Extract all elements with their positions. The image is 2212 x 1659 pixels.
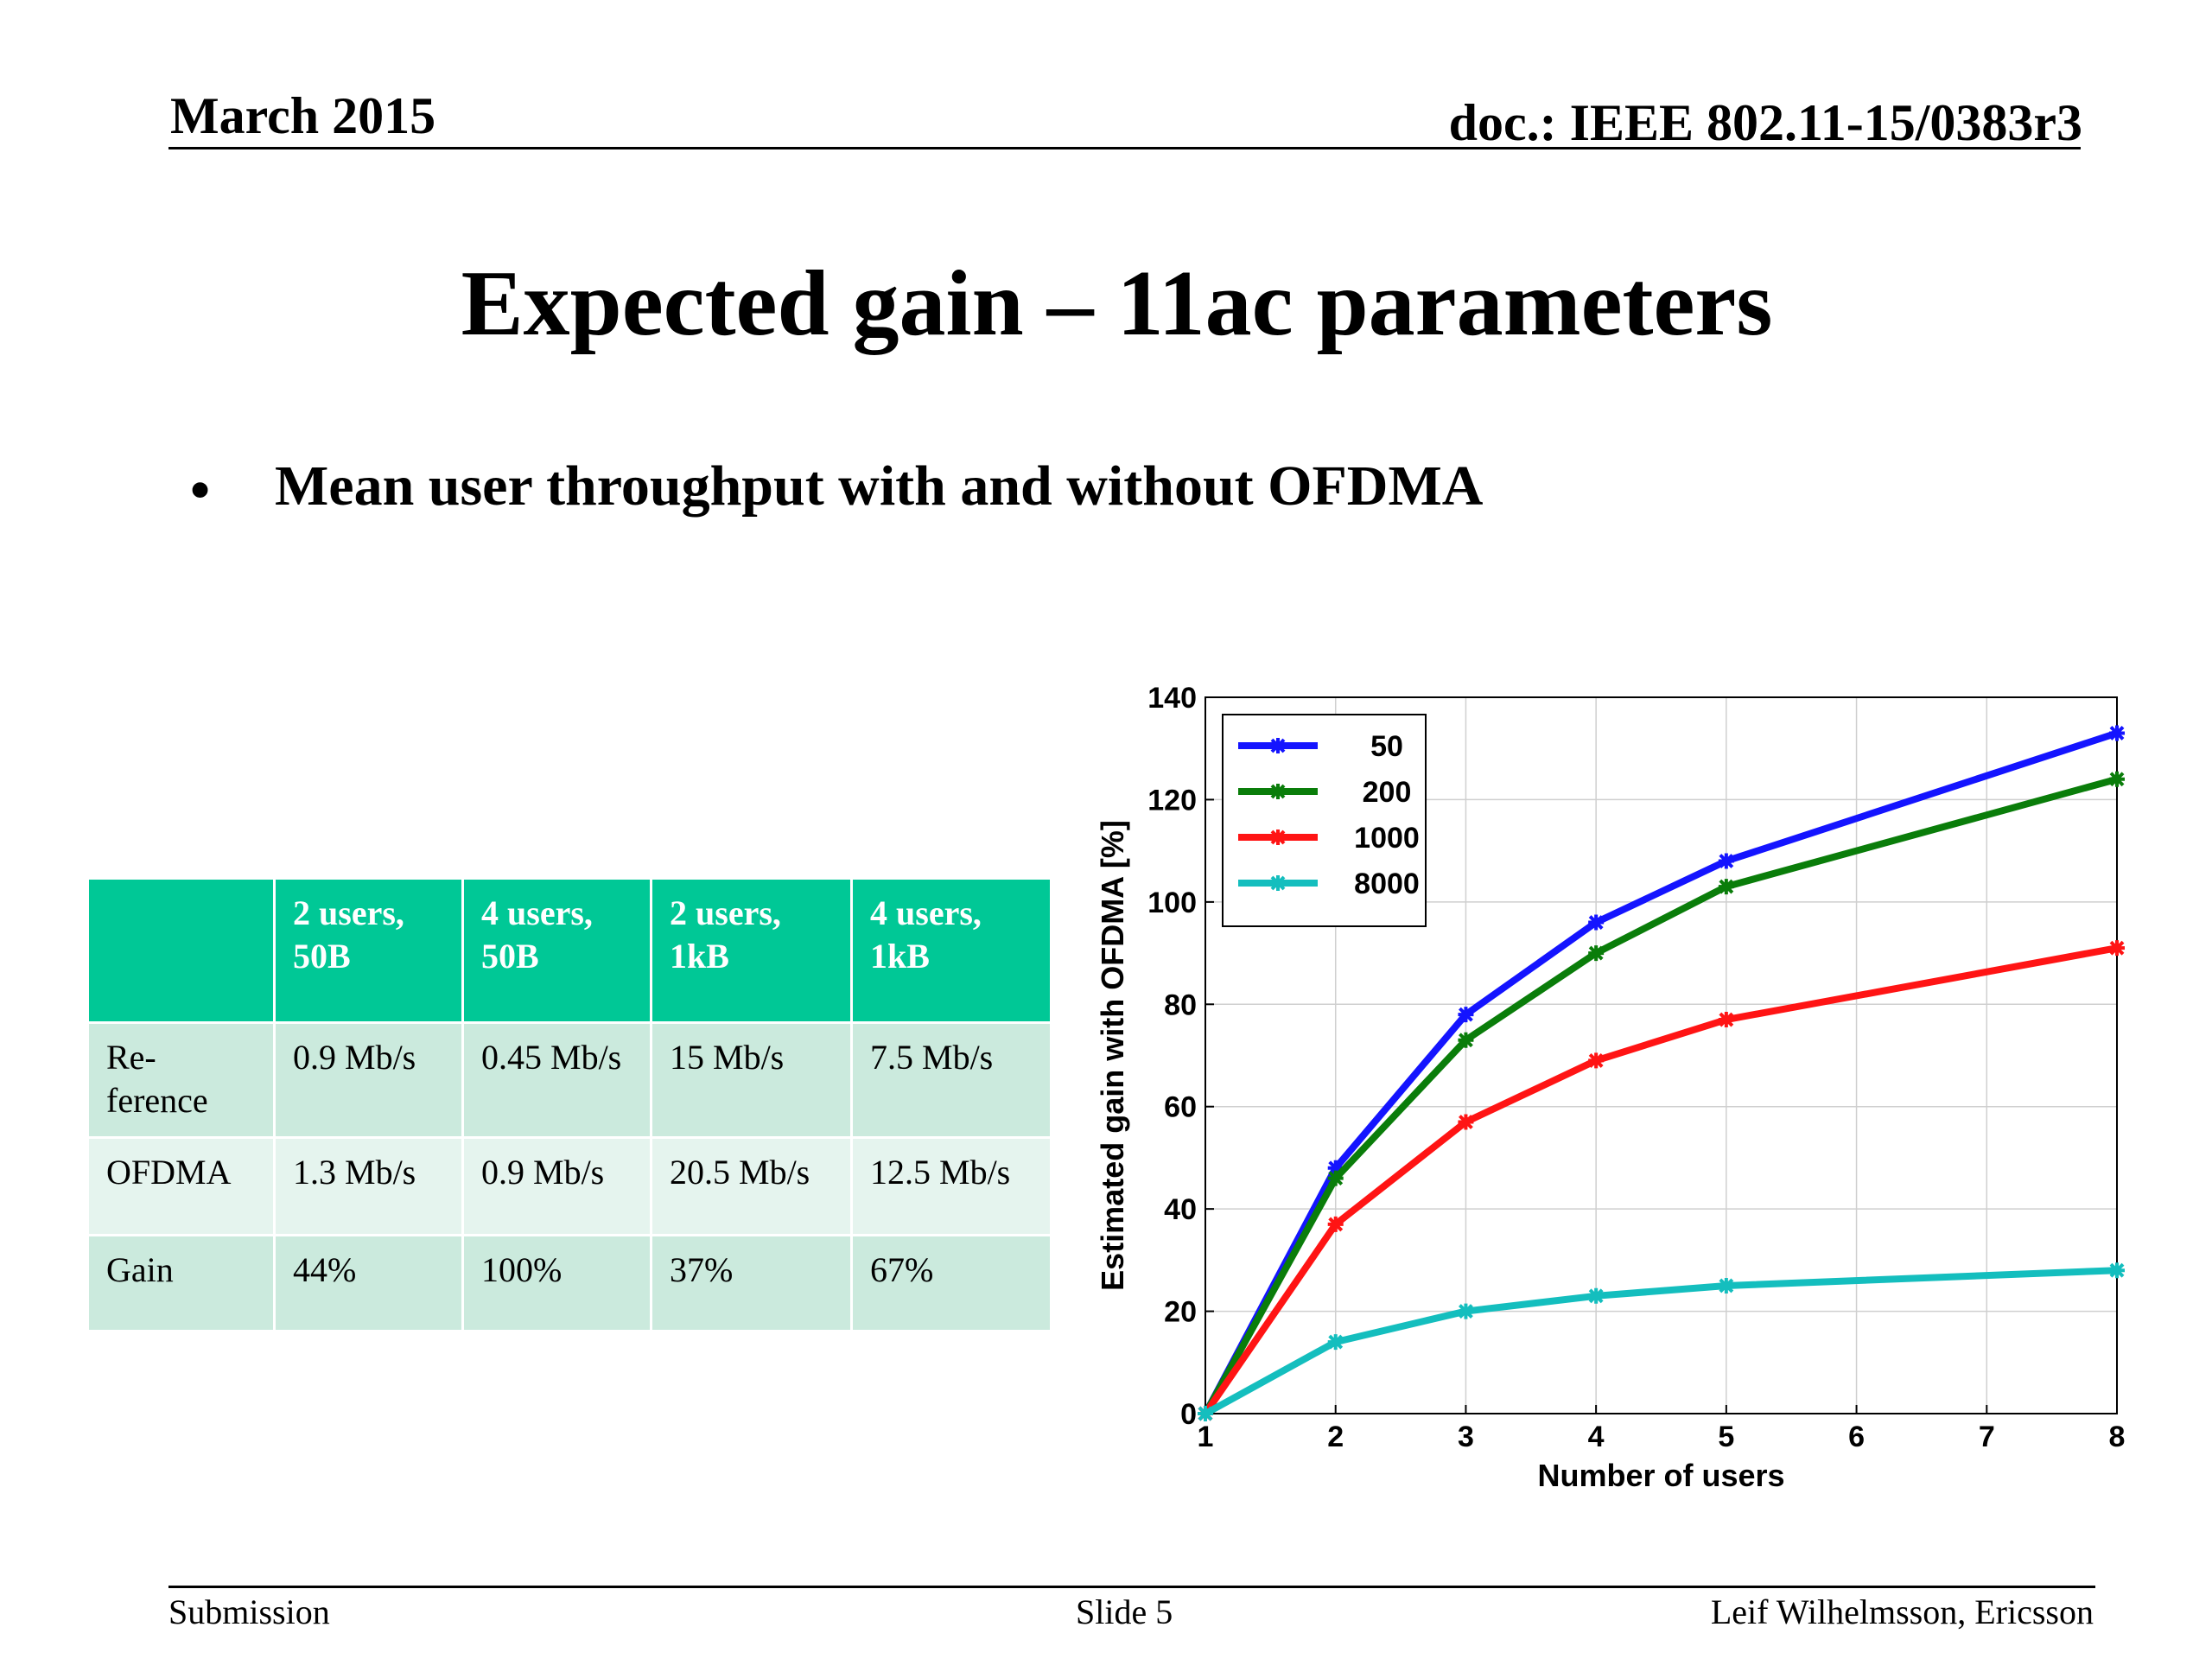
data-point [2109, 940, 2125, 957]
footer-submission: Submission [168, 1592, 330, 1631]
table-cell: 7.5 Mb/s [850, 1021, 1052, 1139]
legend-entry: 50 [1238, 730, 1403, 763]
series-50 [1198, 725, 2125, 1421]
table-header-row: 2 users, 50B 4 users, 50B 2 users, 1kB 4… [86, 877, 1052, 1024]
table-cell: 44% [273, 1234, 464, 1332]
x-tick-label: 6 [1848, 1421, 1865, 1453]
y-tick-label: 140 [1147, 682, 1197, 715]
legend-marker [1270, 875, 1286, 891]
data-point [1458, 1114, 1474, 1130]
footer-author: Leif Wilhelmsson, Ericsson [1710, 1592, 2094, 1631]
x-axis-label: Number of users [1537, 1458, 1784, 1493]
legend-label: 50 [1370, 730, 1403, 763]
data-point [1718, 1012, 1734, 1028]
header-rule [168, 147, 2081, 149]
table-header-cell: 2 users, 1kB [650, 877, 853, 1024]
table-row-label: Gain [86, 1234, 276, 1332]
data-point [2109, 1262, 2125, 1279]
data-point [1458, 1303, 1474, 1319]
y-axis-label: Estimated gain with OFDMA [%] [1095, 820, 1130, 1291]
table-cell: 67% [850, 1234, 1052, 1332]
data-point [1458, 1007, 1474, 1023]
bullet-text: Mean user throughput with and without OF… [275, 454, 1484, 518]
series-line [1202, 775, 2119, 1415]
legend-label: 1000 [1354, 822, 1420, 855]
y-tick-label: 40 [1164, 1193, 1197, 1226]
data-point [1327, 1170, 1344, 1186]
plot-frame [1205, 696, 2118, 1414]
table-cell: 100% [461, 1234, 652, 1332]
data-point [1327, 1160, 1344, 1176]
table-row-label: Re-ference [86, 1021, 276, 1139]
series-line [1202, 944, 2118, 1416]
series-8000 [1198, 1262, 2125, 1421]
legend-box [1222, 714, 1427, 927]
data-point [1718, 1277, 1734, 1294]
table-cell: 12.5 Mb/s [850, 1136, 1052, 1236]
data-point [1588, 1052, 1605, 1069]
y-tick-label: 20 [1164, 1296, 1197, 1329]
table-header-cell: 4 users, 1kB [850, 877, 1052, 1024]
legend-entry: 1000 [1238, 822, 1420, 855]
legend-marker [1270, 784, 1286, 799]
x-tick-label: 5 [1718, 1421, 1734, 1453]
header-date: March 2015 [170, 87, 436, 144]
footer-rule [168, 1586, 2095, 1588]
legend-label: 8000 [1354, 868, 1420, 900]
table-cell: 0.45 Mb/s [461, 1021, 652, 1139]
legend-label: 200 [1363, 776, 1412, 809]
x-tick-label: 8 [2109, 1421, 2126, 1453]
x-tick-label: 3 [1458, 1421, 1474, 1453]
data-point [1588, 1287, 1605, 1304]
x-tick-label: 7 [1979, 1421, 1995, 1453]
table-cell: 0.9 Mb/s [273, 1021, 464, 1139]
x-tick-label: 1 [1198, 1421, 1214, 1453]
table-header-cell: 4 users, 50B [461, 877, 652, 1024]
slide-title: Expected gain – 11ac parameters [461, 252, 1773, 355]
header-doc-id: doc.: IEEE 802.11-15/0383r3 [1448, 94, 2082, 151]
y-tick-label: 60 [1164, 1091, 1197, 1124]
legend-marker [1270, 738, 1286, 753]
table-cell: 20.5 Mb/s [650, 1136, 853, 1236]
legend-marker [1270, 830, 1286, 845]
table-row: OFDMA 1.3 Mb/s 0.9 Mb/s 20.5 Mb/s 12.5 M… [86, 1136, 1052, 1236]
x-tick-label: 4 [1588, 1421, 1605, 1453]
data-point [1198, 1406, 1213, 1421]
table-cell: 37% [650, 1234, 853, 1332]
table-row: Gain 44% 100% 37% 67% [86, 1234, 1052, 1332]
footer-slide-number: Slide 5 [1076, 1592, 1173, 1631]
data-point [1327, 1334, 1344, 1351]
x-tick-label: 2 [1327, 1421, 1344, 1453]
series-line [1204, 1267, 2118, 1417]
table-header-cell [86, 877, 276, 1024]
data-point [1458, 1032, 1474, 1048]
series-line [1202, 729, 2119, 1415]
series-200 [1198, 771, 2125, 1421]
bullet-symbol: • [190, 459, 211, 522]
legend-entry: 200 [1238, 776, 1411, 809]
table-row-label: OFDMA [86, 1136, 276, 1236]
legend-entry: 8000 [1238, 868, 1420, 900]
data-point [1718, 879, 1734, 895]
table-cell: 15 Mb/s [650, 1021, 853, 1139]
y-tick-label: 0 [1180, 1398, 1197, 1431]
data-point [1718, 853, 1734, 869]
data-point [2109, 725, 2125, 741]
data-point [1588, 914, 1605, 931]
table-cell: 1.3 Mb/s [273, 1136, 464, 1236]
data-point [1588, 945, 1605, 962]
data-point [1327, 1216, 1344, 1232]
y-tick-label: 120 [1147, 784, 1197, 817]
y-tick-label: 80 [1164, 988, 1197, 1021]
table-header-cell: 2 users, 50B [273, 877, 464, 1024]
table-cell: 0.9 Mb/s [461, 1136, 652, 1236]
data-point [2109, 771, 2125, 787]
throughput-table: 2 users, 50B 4 users, 50B 2 users, 1kB 4… [86, 877, 1052, 1332]
series-1000 [1198, 940, 2125, 1421]
y-tick-label: 100 [1147, 887, 1197, 919]
table-row: Re-ference 0.9 Mb/s 0.45 Mb/s 15 Mb/s 7.… [86, 1021, 1052, 1139]
